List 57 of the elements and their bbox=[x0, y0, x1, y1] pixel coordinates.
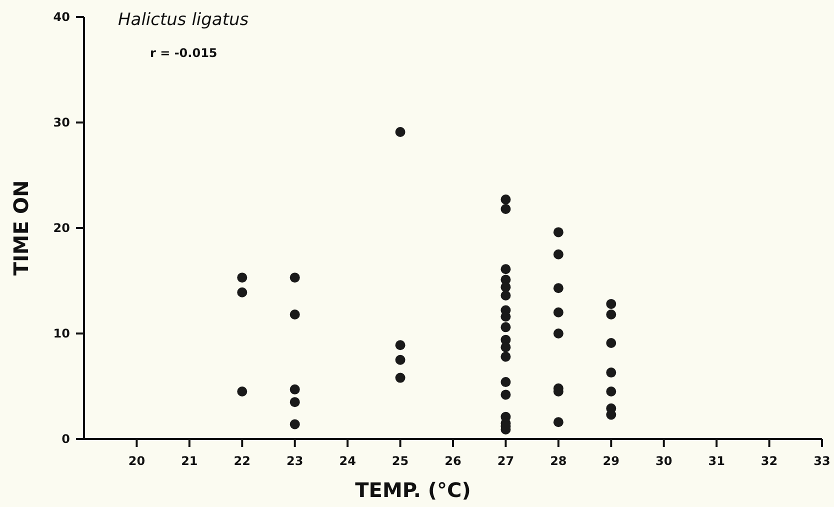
point bbox=[290, 419, 300, 430]
point bbox=[237, 386, 248, 397]
point bbox=[606, 338, 616, 348]
x-tick-label: 28 bbox=[550, 454, 567, 468]
point bbox=[500, 194, 511, 205]
point bbox=[553, 328, 564, 338]
x-tick-label: 21 bbox=[181, 454, 198, 468]
point bbox=[500, 312, 511, 322]
point bbox=[606, 368, 616, 378]
point bbox=[237, 287, 248, 298]
y-tick-label: 20 bbox=[53, 221, 70, 235]
x-tick-label: 32 bbox=[760, 454, 778, 468]
point bbox=[500, 342, 511, 352]
annotation: r = -0.015 bbox=[150, 46, 218, 60]
y-tick-label: 0 bbox=[62, 432, 70, 446]
x-tick-label: 25 bbox=[392, 454, 409, 468]
x-tick-label: 30 bbox=[656, 454, 672, 468]
point bbox=[500, 352, 511, 362]
point bbox=[290, 397, 300, 408]
y-tick-label: 10 bbox=[53, 326, 70, 340]
point bbox=[500, 377, 511, 388]
point bbox=[606, 386, 616, 397]
point bbox=[395, 340, 406, 350]
point bbox=[500, 204, 511, 214]
point bbox=[290, 384, 300, 394]
point bbox=[290, 272, 300, 283]
point bbox=[553, 249, 564, 260]
x-tick-label: 23 bbox=[286, 454, 304, 468]
x-tick-label: 31 bbox=[708, 454, 725, 468]
point bbox=[237, 272, 248, 283]
y-tick-label: 40 bbox=[53, 10, 70, 24]
y-axis-title: TIME ON bbox=[9, 180, 33, 276]
x-tick-label: 24 bbox=[339, 454, 356, 468]
point bbox=[395, 126, 406, 137]
point bbox=[606, 298, 616, 309]
x-tick-label: 33 bbox=[814, 454, 830, 468]
point bbox=[395, 354, 406, 365]
x-axis-title: TEMP. (°C) bbox=[355, 478, 471, 502]
point bbox=[553, 283, 564, 294]
point bbox=[553, 417, 564, 428]
x-tick-label: 22 bbox=[234, 454, 250, 468]
point bbox=[500, 282, 511, 292]
x-tick-label: 20 bbox=[128, 454, 146, 468]
point bbox=[395, 372, 406, 383]
x-tick-label: 27 bbox=[497, 454, 514, 468]
y-tick-label: 30 bbox=[53, 116, 70, 130]
point bbox=[500, 322, 511, 332]
point bbox=[500, 290, 511, 301]
point bbox=[500, 264, 511, 274]
x-tick-label: 29 bbox=[602, 454, 620, 468]
point bbox=[290, 310, 300, 320]
x-tick-label: 26 bbox=[444, 454, 462, 468]
chart-title: Halictus ligatus bbox=[118, 10, 249, 30]
point bbox=[606, 310, 616, 320]
point bbox=[553, 307, 564, 318]
point bbox=[553, 227, 564, 238]
point bbox=[500, 390, 511, 400]
